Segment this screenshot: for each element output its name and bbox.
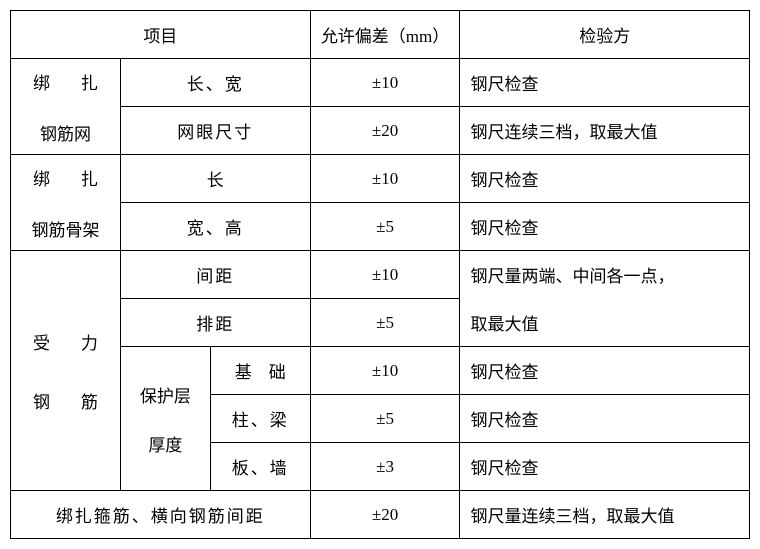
r4-item: 宽、高 bbox=[120, 203, 310, 251]
r7-tol: ±10 bbox=[310, 347, 460, 395]
hdr-method: 检验方 bbox=[460, 11, 750, 59]
r4-method: 钢尺检查 bbox=[460, 203, 750, 251]
row-6: 排距 ±5 取最大值 bbox=[11, 299, 750, 347]
group-3: 受力 钢筋 bbox=[11, 251, 121, 491]
r8-tol: ±5 bbox=[310, 395, 460, 443]
r7-method: 钢尺检查 bbox=[460, 347, 750, 395]
r10-method: 钢尺量连续三档，取最大值 bbox=[460, 491, 750, 539]
r1-item: 长、宽 bbox=[120, 59, 310, 107]
row-10: 绑扎箍筋、横向钢筋间距 ±20 钢尺量连续三档，取最大值 bbox=[11, 491, 750, 539]
r3-method: 钢尺检查 bbox=[460, 155, 750, 203]
row-7: 保护层 厚度 基 础 ±10 钢尺检查 bbox=[11, 347, 750, 395]
r5-item: 间距 bbox=[120, 251, 310, 299]
r1-method: 钢尺检查 bbox=[460, 59, 750, 107]
header-row: 项目 允许偏差（mm） 检验方 bbox=[11, 11, 750, 59]
r5-method-top: 钢尺量两端、中间各一点， bbox=[460, 251, 750, 299]
r5-method-bot: 取最大值 bbox=[460, 299, 750, 347]
group-1: 绑扎 钢筋网 bbox=[11, 59, 121, 155]
row-5: 受力 钢筋 间距 ±10 钢尺量两端、中间各一点， bbox=[11, 251, 750, 299]
r1-tol: ±10 bbox=[310, 59, 460, 107]
row-4: 宽、高 ±5 钢尺检查 bbox=[11, 203, 750, 251]
row-3: 绑扎 钢筋骨架 长 ±10 钢尺检查 bbox=[11, 155, 750, 203]
r5-tol: ±10 bbox=[310, 251, 460, 299]
spec-table: 项目 允许偏差（mm） 检验方 绑扎 钢筋网 长、宽 ±10 钢尺检查 网眼尺寸… bbox=[10, 10, 750, 539]
r8-method: 钢尺检查 bbox=[460, 395, 750, 443]
r3-tol: ±10 bbox=[310, 155, 460, 203]
r9-tol: ±3 bbox=[310, 443, 460, 491]
r2-item: 网眼尺寸 bbox=[120, 107, 310, 155]
r8-item: 柱、梁 bbox=[210, 395, 310, 443]
row-1: 绑扎 钢筋网 长、宽 ±10 钢尺检查 bbox=[11, 59, 750, 107]
r10-tol: ±20 bbox=[310, 491, 460, 539]
r4-tol: ±5 bbox=[310, 203, 460, 251]
r7-item: 基 础 bbox=[210, 347, 310, 395]
r6-item: 排距 bbox=[120, 299, 310, 347]
group-2: 绑扎 钢筋骨架 bbox=[11, 155, 121, 251]
r3-item: 长 bbox=[120, 155, 310, 203]
row-2: 网眼尺寸 ±20 钢尺连续三档，取最大值 bbox=[11, 107, 750, 155]
hdr-tolerance: 允许偏差（mm） bbox=[310, 11, 460, 59]
r9-method: 钢尺检查 bbox=[460, 443, 750, 491]
r2-tol: ±20 bbox=[310, 107, 460, 155]
r2-method: 钢尺连续三档，取最大值 bbox=[460, 107, 750, 155]
hdr-item: 项目 bbox=[11, 11, 311, 59]
group-4: 绑扎箍筋、横向钢筋间距 bbox=[11, 491, 311, 539]
group-3-sub: 保护层 厚度 bbox=[120, 347, 210, 491]
r6-tol: ±5 bbox=[310, 299, 460, 347]
r9-item: 板、墙 bbox=[210, 443, 310, 491]
